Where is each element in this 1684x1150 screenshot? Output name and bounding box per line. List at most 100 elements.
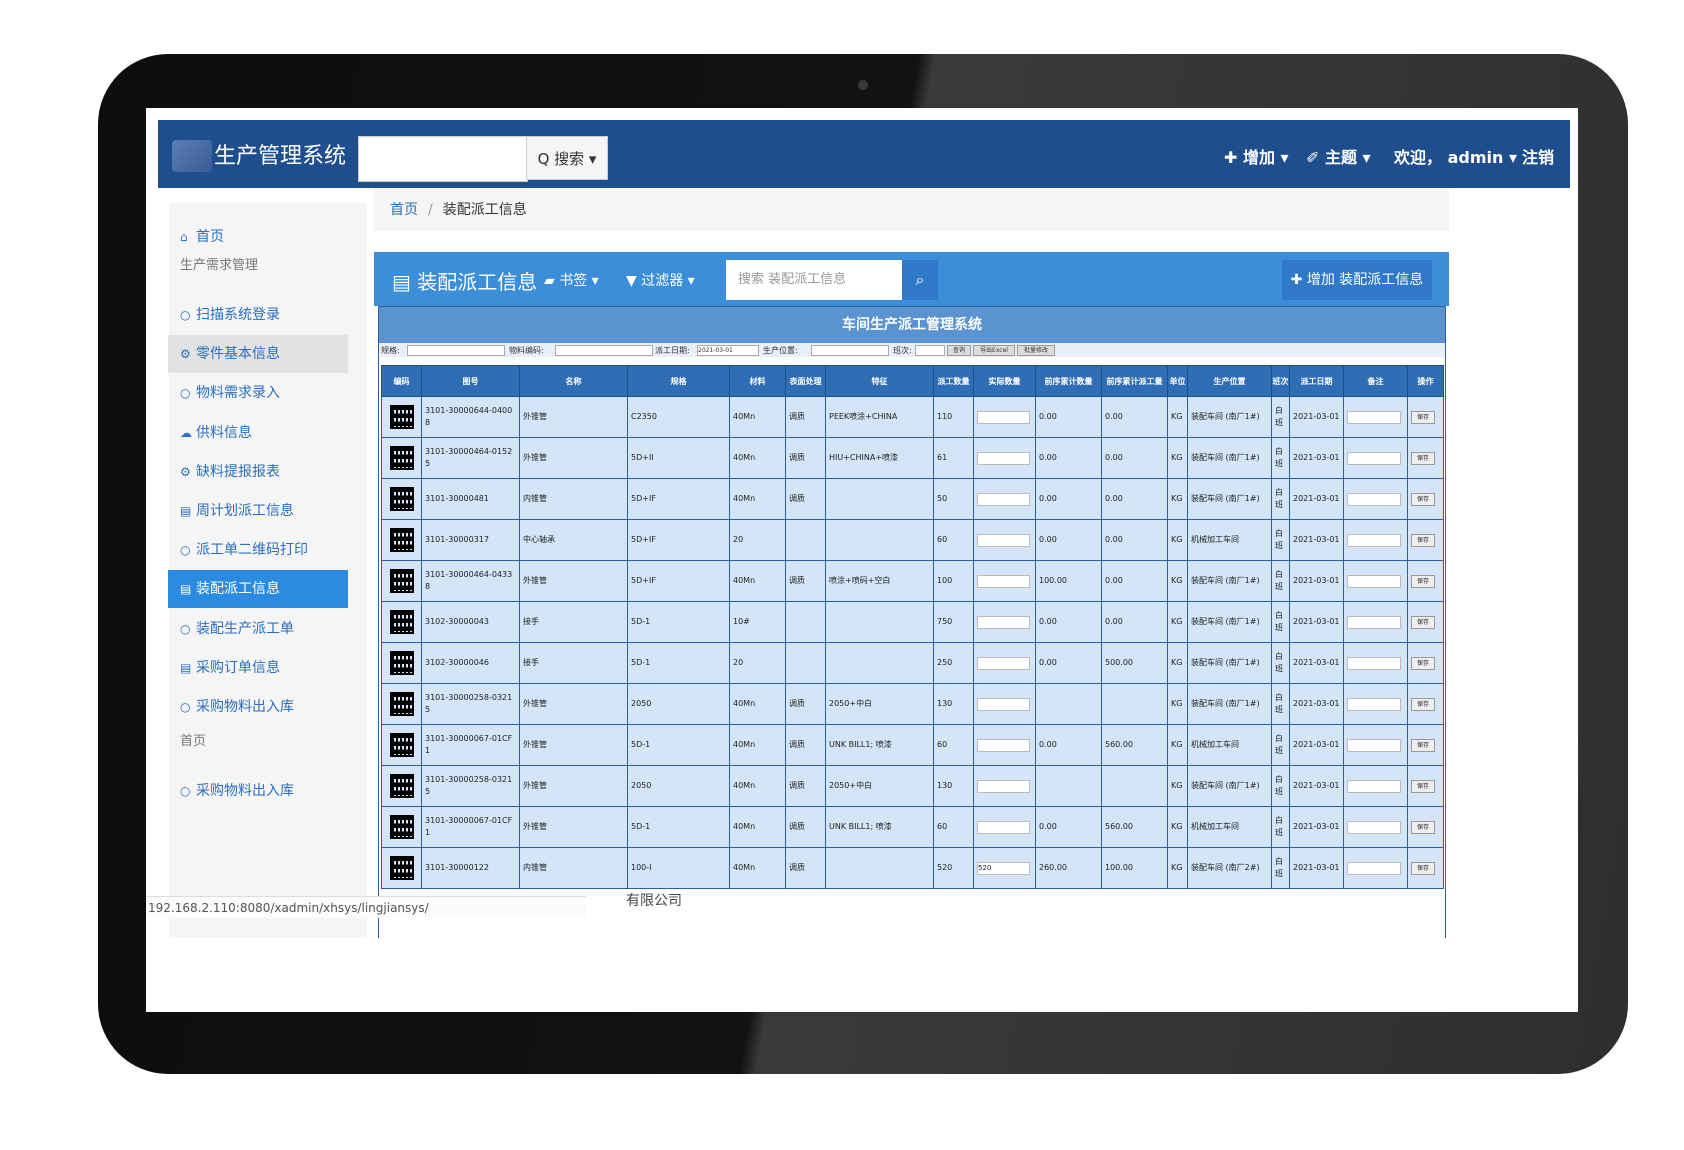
remark-input[interactable]: [1347, 533, 1402, 547]
column-header[interactable]: 表面处理: [785, 365, 826, 397]
qr-code-icon: [389, 528, 414, 552]
search-icon[interactable]: ⌕: [902, 260, 938, 300]
sidebar-item[interactable]: ▤ 装配派工信息: [168, 570, 348, 608]
column-header[interactable]: 特征: [825, 365, 934, 397]
column-header[interactable]: 派工数量: [933, 365, 974, 397]
table-cell: 0.00: [1101, 560, 1168, 602]
column-header[interactable]: 备注: [1343, 365, 1408, 397]
column-header[interactable]: 名称: [519, 365, 628, 397]
column-header[interactable]: 派工日期: [1289, 365, 1344, 397]
logout-link[interactable]: 注销: [1522, 148, 1555, 167]
filter-menu[interactable]: ▼ 过滤器 ▾: [626, 273, 695, 289]
search-input[interactable]: [358, 136, 528, 182]
breadcrumb-home[interactable]: 首页: [390, 202, 418, 218]
save-row-button[interactable]: 保存: [1411, 656, 1435, 670]
export-button[interactable]: 导出Excel: [973, 345, 1015, 356]
actual-qty-input[interactable]: [977, 615, 1030, 629]
logo-icon: [172, 140, 212, 172]
actual-qty-input[interactable]: [977, 656, 1030, 670]
column-header[interactable]: 编码: [381, 365, 422, 397]
batch-edit-button[interactable]: 批量修改: [1017, 345, 1055, 356]
actual-qty-input[interactable]: [977, 451, 1030, 465]
sidebar-item[interactable]: ▤ 周计划派工信息: [168, 492, 348, 530]
actual-qty-input[interactable]: [977, 533, 1030, 547]
sidebar-item[interactable]: ⌂ 首页: [168, 218, 348, 256]
table-cell: 调质: [785, 806, 826, 848]
remark-input[interactable]: [1347, 779, 1402, 793]
remark-input[interactable]: [1347, 615, 1402, 629]
sidebar-item[interactable]: ○ 采购物料出入库: [168, 772, 348, 810]
remark-input[interactable]: [1347, 656, 1402, 670]
remark-input[interactable]: [1347, 492, 1402, 506]
sidebar-item[interactable]: ⚙ 缺料提报报表: [168, 453, 348, 491]
save-row-button[interactable]: 保存: [1411, 492, 1435, 506]
table-cell: 0.00: [1035, 478, 1102, 520]
search-button[interactable]: Q 搜索 ▾: [526, 136, 608, 180]
actual-qty-input[interactable]: [977, 574, 1030, 588]
actual-qty-input[interactable]: [977, 697, 1030, 711]
actual-qty-input[interactable]: [977, 738, 1030, 752]
sidebar-item[interactable]: ⚙ 零件基本信息: [168, 335, 348, 373]
actual-qty-input[interactable]: 520: [977, 861, 1030, 875]
remark-input[interactable]: [1347, 738, 1402, 752]
save-row-button[interactable]: 保存: [1411, 615, 1435, 629]
column-header[interactable]: 前序累计派工量: [1101, 365, 1168, 397]
qr-cell: [381, 396, 422, 438]
remark-input[interactable]: [1347, 451, 1402, 465]
bookmark-menu[interactable]: ▰ 书签 ▾: [544, 273, 599, 289]
remark-input[interactable]: [1347, 574, 1402, 588]
user-menu[interactable]: 欢迎， admin ▾: [1394, 148, 1517, 167]
save-row-button[interactable]: 保存: [1411, 697, 1435, 711]
save-row-button[interactable]: 保存: [1411, 410, 1435, 424]
column-header[interactable]: 班次: [1271, 365, 1290, 397]
actual-qty-input[interactable]: [977, 779, 1030, 793]
actual-qty-input[interactable]: [977, 410, 1030, 424]
brand-title[interactable]: 生产管理系统: [214, 144, 347, 169]
save-row-button[interactable]: 保存: [1411, 738, 1435, 752]
column-header[interactable]: 规格: [627, 365, 730, 397]
table-cell: HIU+CHINA+喷漆: [825, 437, 934, 479]
column-header[interactable]: 单位: [1167, 365, 1188, 397]
table-row: 3102-30000046 接手 5D-1 20 250 0.00 500.00 KG 装配车间…: [381, 642, 1444, 684]
save-row-button[interactable]: 保存: [1411, 861, 1435, 875]
actual-qty-input[interactable]: [977, 492, 1030, 506]
save-row-button[interactable]: 保存: [1411, 533, 1435, 547]
table-cell: 5D+IF: [627, 560, 730, 602]
shift-select[interactable]: [915, 345, 945, 356]
date-field[interactable]: 2021-03-01: [697, 345, 759, 356]
sidebar-item[interactable]: ○ 扫描系统登录: [168, 296, 348, 334]
sidebar-item[interactable]: ▤ 采购订单信息: [168, 649, 348, 687]
spec-field[interactable]: [407, 345, 505, 356]
actual-qty-input[interactable]: [977, 820, 1030, 834]
column-header[interactable]: 前序累计数量: [1035, 365, 1102, 397]
camera-dot: [858, 80, 868, 90]
save-row-button[interactable]: 保存: [1411, 451, 1435, 465]
remark-input[interactable]: [1347, 861, 1402, 875]
column-header[interactable]: 材料: [729, 365, 786, 397]
column-header[interactable]: 图号: [421, 365, 520, 397]
sidebar-item[interactable]: ○ 采购物料出入库: [168, 688, 348, 726]
remark-input[interactable]: [1347, 697, 1402, 711]
sidebar-item[interactable]: ○ 装配生产派工单: [168, 610, 348, 648]
theme-menu[interactable]: ✐ 主题 ▾: [1306, 148, 1371, 167]
column-header[interactable]: 操作: [1407, 365, 1444, 397]
add-record-button[interactable]: ✚ 增加 装配派工信息: [1282, 260, 1432, 300]
sidebar-item[interactable]: ○ 派工单二维码打印: [168, 531, 348, 569]
qr-code-icon: [389, 774, 414, 798]
material-code-field[interactable]: [555, 345, 653, 356]
column-header[interactable]: 生产位置: [1187, 365, 1272, 397]
save-row-button[interactable]: 保存: [1411, 820, 1435, 834]
remark-input[interactable]: [1347, 410, 1402, 424]
sidebar-item[interactable]: ○ 物料需求录入: [168, 374, 348, 412]
save-row-button[interactable]: 保存: [1411, 574, 1435, 588]
column-header[interactable]: 实际数量: [973, 365, 1036, 397]
qr-code-icon: [389, 815, 414, 839]
query-button[interactable]: 查询: [947, 345, 971, 356]
sidebar-item[interactable]: ☁ 供料信息: [168, 414, 348, 452]
add-menu[interactable]: ✚ 增加 ▾: [1224, 148, 1289, 167]
location-select[interactable]: [811, 345, 889, 356]
table-cell: 内锥管: [519, 847, 628, 889]
save-row-button[interactable]: 保存: [1411, 779, 1435, 793]
remark-input[interactable]: [1347, 820, 1402, 834]
panel-search-input[interactable]: 搜索 装配派工信息: [726, 260, 902, 300]
